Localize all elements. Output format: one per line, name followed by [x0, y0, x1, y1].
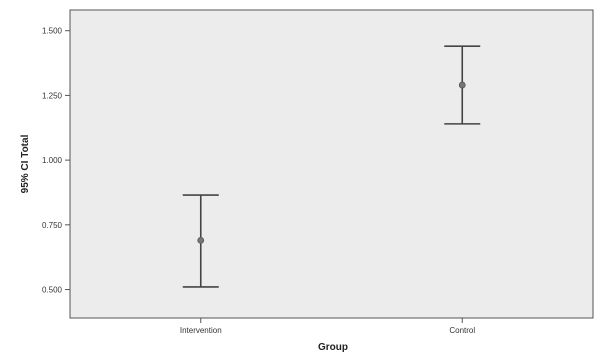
- x-axis: Intervention Control: [180, 318, 475, 335]
- y-tick-label: 0.750: [42, 221, 63, 230]
- y-tick-label: 1.250: [42, 91, 63, 100]
- y-tick-label: 1.000: [42, 156, 63, 165]
- plot-area: [69, 9, 594, 319]
- mean-point-intervention: [197, 236, 205, 244]
- y-axis-title: 95% CI Total: [20, 134, 31, 193]
- y-tick-label: 0.500: [42, 286, 63, 295]
- error-bars: [182, 45, 481, 288]
- x-tick-label: Intervention: [180, 326, 222, 335]
- y-tick-label: 1.500: [42, 27, 63, 36]
- y-axis: 0.500 0.750 1.000 1.250 1.500: [42, 27, 70, 295]
- x-axis-title: Group: [318, 342, 348, 353]
- mean-point-control: [458, 81, 466, 89]
- x-tick-label: Control: [449, 326, 475, 335]
